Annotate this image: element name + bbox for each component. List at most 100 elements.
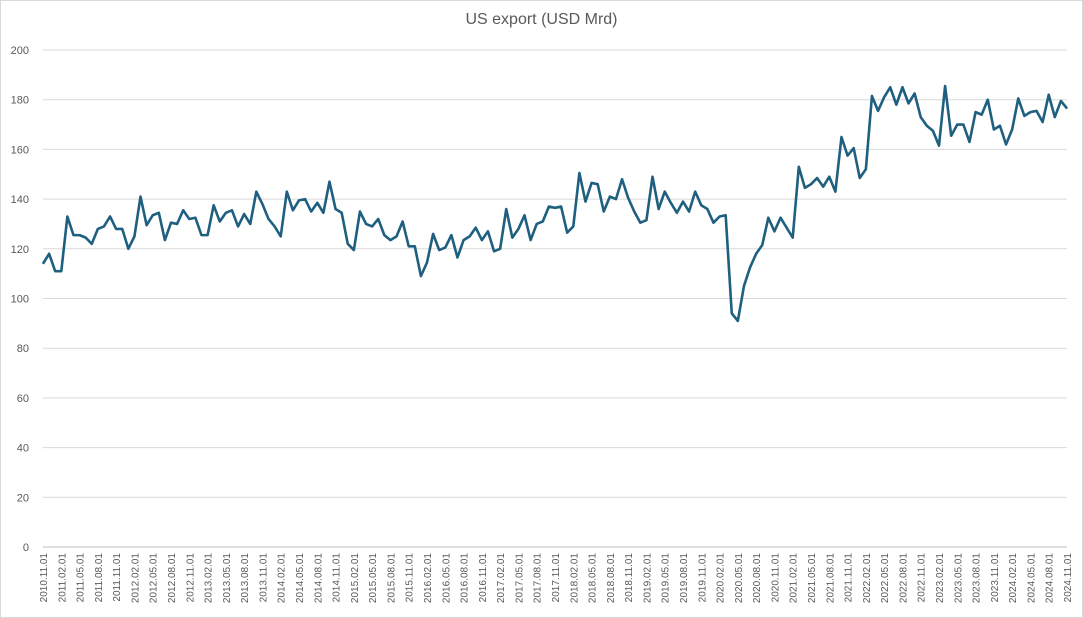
data-point xyxy=(548,206,550,208)
chart-title: US export (USD Mrd) xyxy=(465,11,618,28)
data-point xyxy=(645,219,647,221)
data-point xyxy=(396,235,398,237)
data-point xyxy=(140,196,142,198)
y-tick-label: 20 xyxy=(17,492,29,504)
data-point xyxy=(517,228,519,230)
data-point xyxy=(268,218,270,220)
data-point xyxy=(402,220,404,222)
data-point xyxy=(560,206,562,208)
x-tick-label: 2015.08.01 xyxy=(386,553,397,603)
x-tick-label: 2013.02.01 xyxy=(204,553,215,603)
x-tick-label: 2012.08.01 xyxy=(167,553,178,603)
x-tick-label: 2021.02.01 xyxy=(789,553,800,603)
data-point xyxy=(865,168,867,170)
data-point xyxy=(1005,143,1007,145)
data-point xyxy=(591,182,593,184)
y-tick-label: 40 xyxy=(17,443,29,455)
data-point xyxy=(487,230,489,232)
data-point xyxy=(48,253,50,255)
data-point xyxy=(304,198,306,200)
y-tick-label: 100 xyxy=(11,294,29,306)
data-point xyxy=(658,208,660,210)
data-point xyxy=(834,191,836,193)
data-point xyxy=(999,125,1001,127)
x-tick-label: 2016.08.01 xyxy=(460,553,471,603)
data-point xyxy=(975,111,977,113)
x-tick-label: 2013.05.01 xyxy=(222,553,233,603)
x-tick-label: 2021.08.01 xyxy=(825,553,836,603)
x-tick-label: 2024.11.01 xyxy=(1063,553,1074,603)
x-tick-label: 2016.02.01 xyxy=(423,553,434,603)
data-point xyxy=(243,213,245,215)
data-point xyxy=(956,124,958,126)
x-tick-label: 2014.11.01 xyxy=(332,553,343,603)
y-tick-label: 60 xyxy=(17,393,29,405)
data-point xyxy=(1054,116,1056,118)
data-point xyxy=(914,92,916,94)
data-point xyxy=(377,218,379,220)
data-point xyxy=(828,176,830,178)
data-point xyxy=(871,95,873,97)
data-point xyxy=(731,312,733,314)
data-point xyxy=(127,248,129,250)
data-point xyxy=(786,227,788,229)
data-point xyxy=(408,245,410,247)
data-point xyxy=(664,191,666,193)
x-tick-label: 2017.08.01 xyxy=(533,553,544,603)
data-point xyxy=(981,114,983,116)
data-point xyxy=(1011,129,1013,131)
data-point xyxy=(237,225,239,227)
data-point xyxy=(219,220,221,222)
data-point xyxy=(749,266,751,268)
data-point xyxy=(341,212,343,214)
data-point xyxy=(225,212,227,214)
data-point xyxy=(432,233,434,235)
x-tick-label: 2014.08.01 xyxy=(313,553,324,603)
data-point xyxy=(944,85,946,87)
data-point xyxy=(146,224,148,226)
data-point xyxy=(889,86,891,88)
series-group xyxy=(41,84,1069,323)
data-point xyxy=(584,201,586,203)
x-tick-label: 2020.11.01 xyxy=(770,553,781,603)
data-point xyxy=(639,222,641,224)
data-point xyxy=(926,125,928,127)
data-point xyxy=(121,228,123,230)
data-point xyxy=(792,237,794,239)
x-tick-label: 2017.05.01 xyxy=(514,553,525,603)
gridlines xyxy=(43,49,1067,548)
data-point xyxy=(170,222,172,224)
data-point xyxy=(286,191,288,193)
x-tick-label: 2011.02.01 xyxy=(57,553,68,603)
x-tick-label: 2023.05.01 xyxy=(953,553,964,603)
data-point xyxy=(274,225,276,227)
data-point xyxy=(572,225,574,227)
data-point xyxy=(450,234,452,236)
data-point xyxy=(883,96,885,98)
x-tick-label: 2022.08.01 xyxy=(898,553,909,603)
x-tick-label: 2019.11.01 xyxy=(697,553,708,603)
data-point xyxy=(97,228,99,230)
data-point xyxy=(524,214,526,216)
x-tick-label: 2011.11.01 xyxy=(112,553,123,602)
data-point xyxy=(280,235,282,237)
x-tick-label: 2019.08.01 xyxy=(679,553,690,603)
data-point xyxy=(840,136,842,138)
data-point xyxy=(554,207,556,209)
x-tick-label: 2023.11.01 xyxy=(990,553,1001,603)
data-point xyxy=(767,217,769,219)
x-tick-label: 2012.11.01 xyxy=(185,553,196,603)
x-tick-label: 2022.05.01 xyxy=(880,553,891,603)
data-point xyxy=(712,222,714,224)
data-point xyxy=(359,211,361,213)
data-point xyxy=(700,204,702,206)
data-point xyxy=(231,209,233,211)
data-point xyxy=(615,198,617,200)
x-tick-label: 2020.05.01 xyxy=(734,553,745,603)
data-point xyxy=(511,237,513,239)
data-point xyxy=(1066,107,1068,109)
x-tick-label: 2013.11.01 xyxy=(258,553,269,603)
data-point xyxy=(932,130,934,132)
data-point xyxy=(719,215,721,217)
